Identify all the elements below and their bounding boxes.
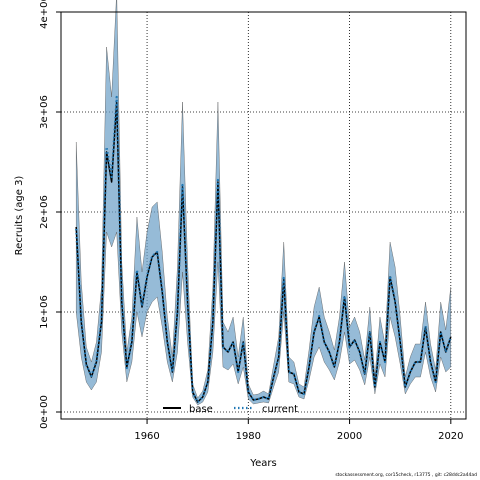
x-tick-label: 1980 — [236, 431, 261, 442]
ci-band-area — [75, 0, 452, 406]
series-lines — [75, 95, 452, 404]
confidence-band — [75, 0, 452, 406]
footer-credit: stockassessment.org, cor15check, r13775 … — [335, 473, 477, 478]
gridlines — [61, 11, 466, 419]
legend: base current — [163, 404, 298, 415]
y-tick-label: 1e+06 — [39, 295, 50, 329]
y-tick-label: 0e+00 — [39, 395, 50, 429]
x-tick-label: 2000 — [337, 431, 362, 442]
x-axis-label: Years — [249, 458, 276, 469]
x-axis: 1960 1980 2000 2020 — [134, 419, 464, 442]
y-tick-label: 2e+06 — [39, 195, 50, 229]
y-axis: 0e+00 1e+06 2e+06 3e+06 4e+06 — [39, 0, 61, 429]
legend-label-current: current — [262, 404, 298, 415]
x-tick-label: 1960 — [134, 431, 159, 442]
legend-label-base: base — [189, 404, 213, 415]
y-tick-label: 3e+06 — [39, 95, 50, 129]
x-tick-label: 2020 — [438, 431, 463, 442]
y-tick-label: 4e+06 — [39, 0, 50, 29]
y-axis-label: Recruits (age 3) — [14, 176, 25, 256]
plot-frame — [60, 11, 467, 420]
